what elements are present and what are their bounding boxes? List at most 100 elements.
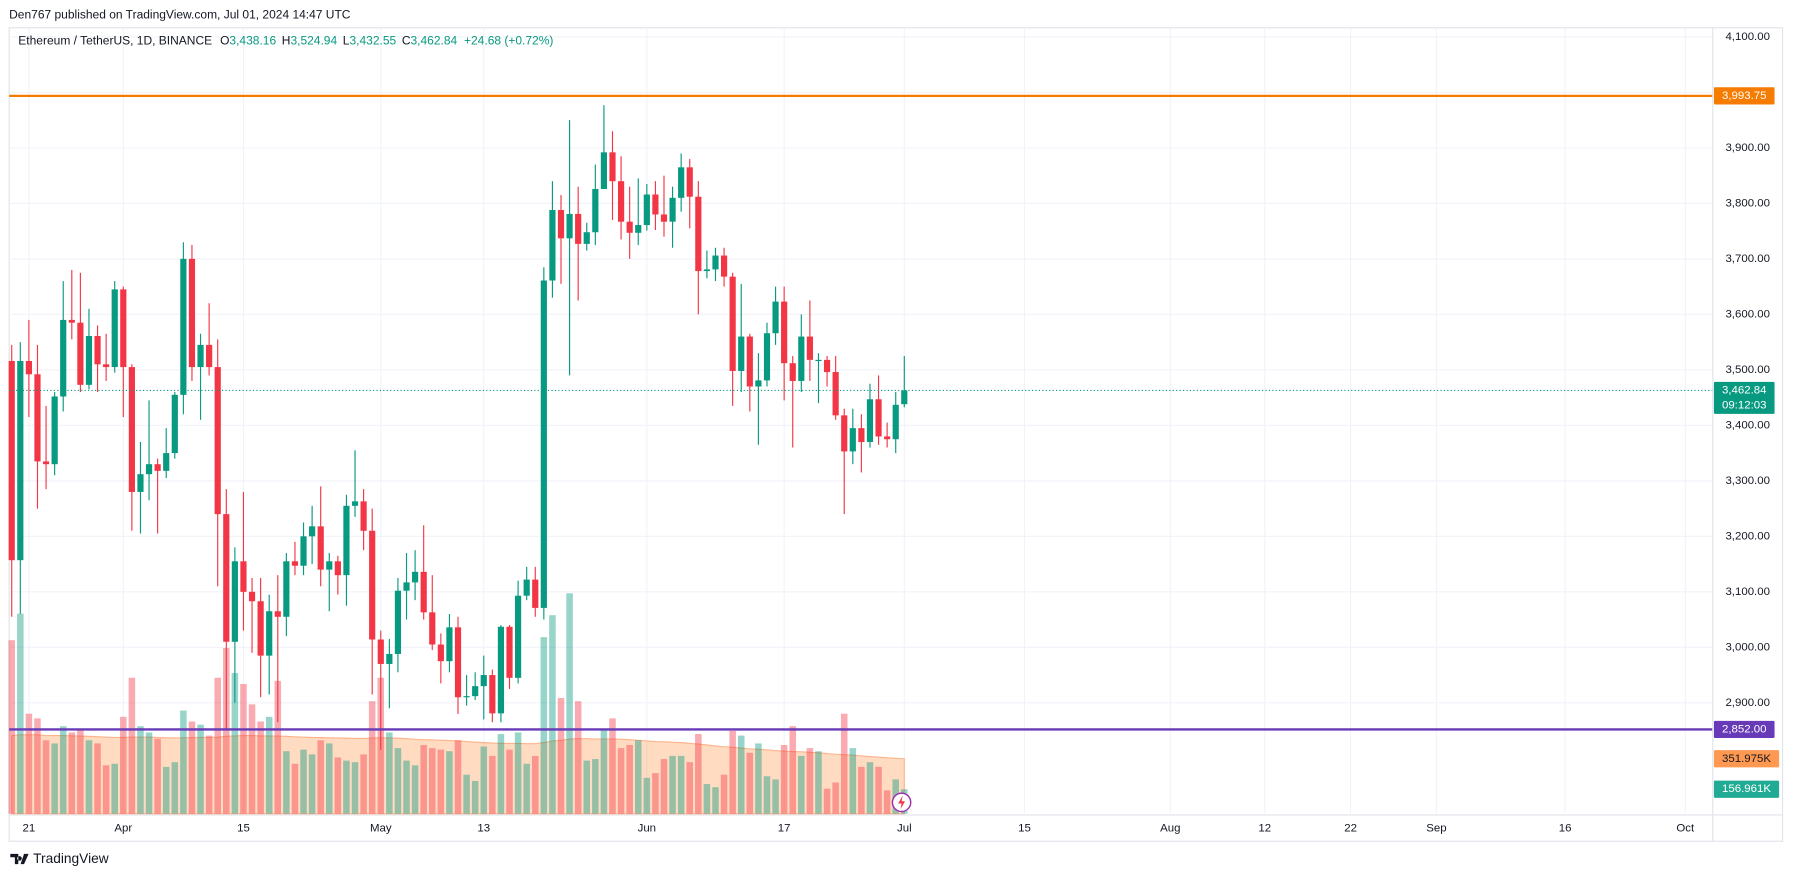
icon-bolt xyxy=(898,795,906,810)
y-tick-label: 3,900.00 xyxy=(1725,142,1770,154)
candle-body xyxy=(369,530,376,640)
candle-body xyxy=(575,213,582,244)
volume-bar xyxy=(815,751,822,814)
volume-bar xyxy=(875,766,882,814)
volume-bar xyxy=(652,773,659,814)
price-label-box xyxy=(1713,720,1775,739)
volume-bar xyxy=(420,744,427,814)
candle-body xyxy=(291,561,299,566)
volume-bar xyxy=(360,754,367,814)
volume-bar xyxy=(823,788,831,814)
candle-body xyxy=(94,336,101,365)
volume-bar xyxy=(171,762,179,814)
candle-body xyxy=(497,626,505,714)
y-tick-label: 3,400.00 xyxy=(1725,419,1770,431)
volume-bar xyxy=(557,698,565,814)
volume-bar xyxy=(317,740,324,814)
volume-bar xyxy=(798,755,805,814)
volume-bar xyxy=(686,762,694,814)
legend-key: O xyxy=(220,34,229,48)
candle-body xyxy=(678,167,685,198)
volume-bar xyxy=(162,766,170,814)
candle-body xyxy=(188,258,196,368)
volume-last-label: 156.961K xyxy=(1722,783,1771,795)
volume-ma-label: 351.975K xyxy=(1722,753,1771,765)
volume-bar xyxy=(737,735,745,814)
x-tick-label: May xyxy=(370,823,392,835)
legend-value: 3,524.94 xyxy=(290,34,337,48)
candle-body xyxy=(755,380,762,387)
legend-value: 3,432.55 xyxy=(349,34,396,48)
x-tick-label: 13 xyxy=(477,823,490,835)
volume-bar xyxy=(729,730,736,814)
plot xyxy=(8,94,1713,815)
candle-body xyxy=(283,561,290,617)
volume-ma-box xyxy=(1713,750,1780,768)
volume-bar xyxy=(755,743,762,814)
x-tick-label: Oct xyxy=(1676,823,1695,835)
volume-bar xyxy=(720,774,728,814)
publisher: Den767 published on TradingView.com, Jul… xyxy=(9,7,351,21)
candle-body xyxy=(437,644,444,662)
candle-body xyxy=(652,194,659,215)
x-tick-label: Sep xyxy=(1426,823,1446,835)
candle-body xyxy=(214,367,221,515)
volume-bar xyxy=(8,640,15,814)
candle-body xyxy=(429,612,436,645)
volume-bar xyxy=(85,740,93,814)
volume-bar xyxy=(137,726,144,814)
volume-bar xyxy=(540,637,548,814)
candle-body xyxy=(77,322,84,385)
candle-body xyxy=(51,396,58,465)
legend-value: 3,438.16 xyxy=(229,34,276,48)
volume-bar xyxy=(806,748,814,814)
candle-body xyxy=(120,289,127,368)
volume-bar xyxy=(840,713,848,814)
candle-body xyxy=(257,601,264,656)
candle-body xyxy=(892,404,899,440)
candle-body xyxy=(360,501,367,531)
volume-bar xyxy=(34,718,41,814)
candle-body xyxy=(549,210,556,281)
candle-body xyxy=(326,561,333,570)
volume-bar xyxy=(77,729,84,814)
candle-body xyxy=(343,505,350,576)
candle-body xyxy=(772,301,779,334)
volume-bar xyxy=(626,744,633,814)
x-tick-label: 22 xyxy=(1344,823,1357,835)
volume-bar xyxy=(42,740,50,814)
volume-bar xyxy=(351,762,359,814)
volume-bar xyxy=(429,748,436,814)
price-label-box xyxy=(1713,87,1775,105)
candle-body xyxy=(540,280,547,608)
candle-body xyxy=(412,571,419,583)
logo-icon xyxy=(10,853,29,865)
candle-body xyxy=(798,336,805,381)
volume-bar xyxy=(566,593,573,814)
candle-body xyxy=(403,582,410,591)
candle-body xyxy=(729,276,736,371)
candle-body xyxy=(738,336,745,371)
candle-body xyxy=(266,611,273,656)
candle-body xyxy=(806,336,813,360)
volume-bar xyxy=(695,734,702,814)
volume-bar xyxy=(274,680,282,814)
volume-bar xyxy=(154,738,161,814)
volume-bar xyxy=(489,755,496,814)
candle-body xyxy=(377,639,384,664)
candle-body xyxy=(583,232,590,244)
candle-body xyxy=(884,436,891,440)
y-tick-label: 3,600.00 xyxy=(1725,308,1770,320)
candle-body xyxy=(454,627,462,698)
candle-body xyxy=(25,360,32,375)
candle-body xyxy=(875,399,882,437)
candle-body xyxy=(720,255,728,277)
y-tick-label: 3,300.00 xyxy=(1725,475,1770,487)
volume-bar xyxy=(660,759,668,814)
candle-body xyxy=(334,561,341,576)
symbol: Ethereum / TetherUS, 1D, BINANCE xyxy=(18,34,212,48)
volume-bar xyxy=(120,716,127,814)
volume-bar xyxy=(514,732,522,814)
volume-bar xyxy=(617,748,625,814)
y-tick-label: 3,700.00 xyxy=(1725,253,1770,265)
